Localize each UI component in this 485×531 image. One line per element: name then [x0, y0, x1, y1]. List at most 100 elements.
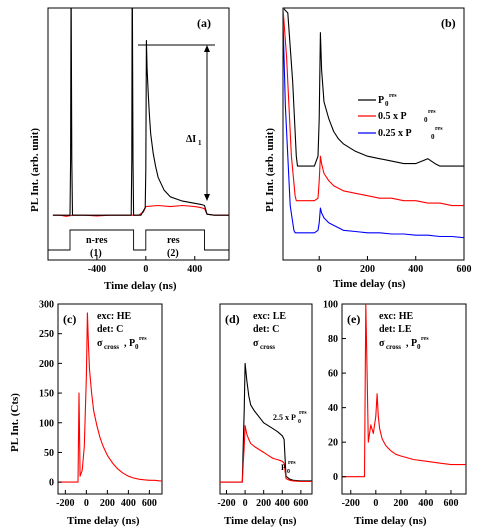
y-tick-label-4: 80: [328, 334, 338, 345]
gate-trace: [48, 229, 229, 251]
x-tick-label-3: 600: [457, 264, 472, 275]
panel-c-p-sup: res: [139, 336, 147, 342]
delta-arrow-head-top: [204, 45, 210, 52]
panel-d-frame: [219, 303, 313, 495]
x-tick-label-1: 0: [373, 498, 378, 509]
series-line-0: [220, 362, 312, 483]
panel-d-exc: exc: LE: [253, 311, 286, 322]
y-tick-label-6: 300: [39, 300, 54, 311]
panel-e-frame: [341, 303, 467, 495]
y-tick-label-2: 40: [328, 403, 338, 414]
series-line-1: [283, 8, 464, 207]
delta-arrow-head-bottom: [204, 194, 210, 201]
legend-sup-2: res: [435, 126, 443, 132]
panel-d-black-sub: 0: [298, 419, 301, 425]
delta-label: ΔI: [186, 134, 196, 145]
panel-c-frame: [57, 303, 163, 495]
panel-c-p-sub: 0: [135, 343, 139, 351]
panel-c-det: det: C: [97, 324, 123, 335]
delta-label-sub: 1: [198, 139, 202, 147]
series-line-1: [52, 8, 229, 216]
y-tick-label-4: 200: [39, 359, 54, 370]
panel-a-label: (a): [197, 16, 211, 30]
x-tick-label-0: 0: [317, 264, 322, 275]
panel-d-red-sub: 0: [287, 469, 290, 475]
series-line-0: [283, 8, 464, 167]
panel-d: (d) -200 0 200 400 600 exc: LE det: C σ cros…: [217, 303, 313, 527]
panel-e-p-sup: res: [421, 336, 429, 342]
panel-e-det: det: LE: [379, 324, 412, 335]
x-tick-label-4: 600: [443, 498, 458, 509]
y-tick-label-0: 0: [333, 472, 338, 483]
panel-c: (c) -200 0 200 400 600 0 50 100 150 200 250 300 exc…: [9, 300, 163, 527]
panel-c-ylabel: PL Int. (Cts): [9, 393, 21, 452]
y-tick-label-1: 50: [44, 448, 54, 459]
x-tick-label-1: 0: [243, 498, 248, 509]
panel-a-plot-area: -400 0 400: [48, 8, 229, 275]
panel-e-xlabel: Time delay (ns): [354, 515, 427, 527]
panel-b-ylabel: PL Int. (arb. unit): [264, 128, 276, 212]
panel-d-plot-area: -200 0 200 400 600: [217, 362, 312, 509]
legend-sub-2: 0: [431, 133, 435, 141]
y-tick-label-3: 150: [39, 389, 54, 400]
x-tick-label-0: -200: [56, 498, 74, 509]
legend-sub-0: 0: [385, 100, 389, 108]
panel-b: (b) 0 200 400 600 P 0 res 0.5 x P 0 res 0.2…: [264, 7, 472, 290]
series-line-0: [342, 304, 466, 478]
x-tick-label-4: 600: [142, 498, 157, 509]
panel-d-red-label: P: [281, 463, 286, 472]
panel-d-sigma: σ: [253, 338, 259, 349]
panel-c-exc: exc: HE: [97, 311, 131, 322]
gate-nres-num: (1): [90, 248, 102, 259]
panel-c-sigma: σ: [97, 338, 103, 349]
panel-a: (a) -400 0 400 ΔI 1 n-res (1) res (2) PL I…: [29, 7, 230, 292]
panel-e-label: (e): [347, 312, 360, 326]
x-tick-label-2: 200: [100, 498, 115, 509]
gate-nres-label: n-res: [86, 235, 108, 246]
panel-d-label: (d): [225, 312, 240, 326]
gate-res-num: (2): [167, 248, 179, 259]
x-tick-label-0: -200: [217, 498, 235, 509]
x-tick-label-4: 600: [293, 498, 308, 509]
panel-d-red-sup: res: [288, 460, 296, 466]
panel-a-annotations: ΔI 1 n-res (1) res (2): [86, 44, 215, 259]
y-tick-label-5: 250: [39, 329, 54, 340]
panel-b-frame: [282, 7, 465, 261]
panel-a-xlabel: Time delay (ns): [104, 280, 177, 292]
legend-sup-1: res: [428, 109, 436, 115]
x-tick-label-2: 200: [256, 498, 271, 509]
y-tick-label-5: 100: [323, 300, 338, 311]
panel-d-black-label: 2.5 x P: [273, 413, 296, 422]
panel-b-legend: P 0 res 0.5 x P 0 res 0.25 x P 0 res: [358, 93, 443, 141]
panel-d-det: det: C: [253, 324, 279, 335]
panel-d-black-sup: res: [299, 410, 307, 416]
legend-label-1: 0.5 x P: [378, 111, 407, 122]
panel-c-label: (c): [63, 312, 76, 326]
x-tick-label-0: -400: [88, 264, 106, 275]
legend-label-0: P: [378, 95, 384, 106]
legend-label-2: 0.25 x P: [378, 128, 412, 139]
series-line-0: [58, 312, 162, 483]
y-tick-label-1: 20: [328, 438, 338, 449]
panel-e-p-sub: 0: [417, 343, 421, 351]
x-tick-label-2: 400: [187, 264, 202, 275]
x-tick-label-2: 400: [408, 264, 423, 275]
series-line-2: [283, 20, 464, 239]
x-tick-label-1: 200: [360, 264, 375, 275]
x-tick-label-3: 400: [418, 498, 433, 509]
panel-e-sigma-sub: cross: [386, 343, 401, 351]
x-tick-label-0: -200: [342, 498, 360, 509]
x-tick-label-3: 400: [121, 498, 136, 509]
panel-a-ylabel: PL Int. (arb. unit): [29, 128, 41, 212]
panel-e-p: , P: [406, 338, 417, 349]
panel-e: (e) -200 0 200 400 600 0 20 40 60 80 100 exc: HE d…: [323, 300, 467, 527]
y-tick-label-2: 100: [39, 418, 54, 429]
y-tick-label-3: 60: [328, 369, 338, 380]
x-tick-label-1: 0: [84, 498, 89, 509]
panel-b-label: (b): [441, 16, 456, 30]
panel-e-sigma: σ: [379, 338, 385, 349]
panel-c-p: , P: [124, 338, 135, 349]
panel-c-sigma-sub: cross: [104, 343, 119, 351]
legend-sup-0: res: [389, 93, 397, 99]
